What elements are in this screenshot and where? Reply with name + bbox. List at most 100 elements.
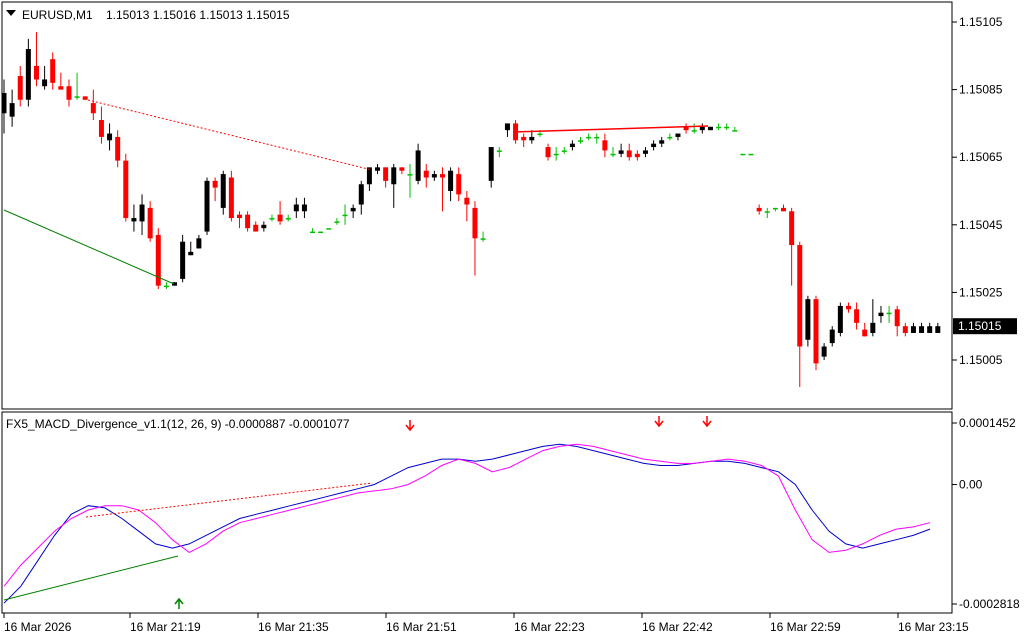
candle xyxy=(155,228,161,290)
candle xyxy=(626,143,632,161)
candle xyxy=(675,133,681,141)
macd-signal-line xyxy=(3,443,931,604)
candle xyxy=(870,299,876,337)
candle xyxy=(334,218,340,225)
candle xyxy=(98,106,104,144)
candle xyxy=(642,147,648,158)
candle xyxy=(464,191,470,222)
candle xyxy=(188,241,194,256)
candle xyxy=(269,214,275,222)
candle xyxy=(9,89,15,127)
indicator-frame[interactable] xyxy=(1,411,953,614)
candle xyxy=(886,305,892,323)
candle xyxy=(521,133,527,148)
candle xyxy=(163,282,169,290)
candle xyxy=(107,123,113,151)
time-label: 16 Mar 22:42 xyxy=(642,620,713,634)
candle xyxy=(910,322,916,333)
candle xyxy=(310,228,316,234)
candle xyxy=(253,221,259,232)
candle xyxy=(236,211,242,229)
price-label: 1.15085 xyxy=(959,83,1003,97)
buy-arrow-icon xyxy=(174,597,184,609)
symbol-label: EURUSD,M1 xyxy=(22,8,93,22)
candle xyxy=(553,147,559,161)
candle xyxy=(33,32,39,87)
candle xyxy=(123,153,129,222)
candle xyxy=(488,147,494,188)
candle xyxy=(220,170,226,215)
candle xyxy=(139,194,145,235)
candle xyxy=(667,133,673,141)
divergence-line-bullish xyxy=(3,209,175,285)
trendlines-layer xyxy=(3,99,709,285)
candle xyxy=(732,126,738,132)
main-chart-frame[interactable] xyxy=(1,1,953,410)
candle xyxy=(50,52,56,90)
current-price-label: 1.15015 xyxy=(958,319,1002,333)
candle xyxy=(480,231,486,242)
candle xyxy=(375,163,381,175)
candle xyxy=(634,150,640,161)
macd-main-line xyxy=(3,443,931,587)
candle xyxy=(431,170,437,181)
candle xyxy=(578,136,584,144)
candle xyxy=(586,133,592,141)
candle xyxy=(602,133,608,158)
candle xyxy=(772,207,778,212)
candle xyxy=(764,207,770,219)
candle xyxy=(245,211,251,232)
time-label: 16 Mar 22:59 xyxy=(770,620,841,634)
price-label: 1.15005 xyxy=(959,353,1003,367)
candle xyxy=(318,231,324,234)
candle xyxy=(448,167,454,202)
divergence-line-top xyxy=(512,125,709,133)
candle xyxy=(545,143,551,161)
candle xyxy=(439,167,445,212)
candle xyxy=(919,322,925,333)
macd-layer xyxy=(3,416,931,609)
symbol-dropdown-icon[interactable] xyxy=(6,10,16,16)
candle xyxy=(862,322,868,337)
candle xyxy=(172,282,178,286)
candle xyxy=(659,136,665,148)
candle xyxy=(196,234,202,249)
candle xyxy=(25,38,31,107)
candle xyxy=(212,177,218,202)
candle xyxy=(699,123,705,134)
candle xyxy=(707,126,713,131)
candle xyxy=(285,214,291,222)
candle xyxy=(180,234,186,283)
candle xyxy=(456,167,462,202)
candle xyxy=(82,96,88,100)
indicator-scale-label: 0.00 xyxy=(959,478,983,492)
candle xyxy=(342,204,348,225)
candle xyxy=(529,130,535,144)
candle xyxy=(74,72,80,100)
macd-divergence-line-bearish xyxy=(85,482,373,518)
candle xyxy=(504,123,510,137)
candle xyxy=(415,143,421,185)
time-label: 16 Mar 21:35 xyxy=(258,620,329,634)
time-label: 16 Mar 21:51 xyxy=(386,620,457,634)
ohlc-readout: 1.15013 1.15016 1.15013 1.15015 xyxy=(106,8,290,22)
divergence-line-bearish xyxy=(87,99,373,171)
candle xyxy=(391,163,397,208)
candle xyxy=(147,201,153,242)
candle xyxy=(927,322,933,333)
candle xyxy=(805,295,811,347)
candle xyxy=(90,89,96,121)
price-label: 1.15105 xyxy=(959,15,1003,29)
candle xyxy=(366,167,372,191)
time-label: 16 Mar 23:15 xyxy=(898,620,969,634)
candle xyxy=(399,167,405,175)
indicator-name: FX5_MACD_Divergence_v1.1(12, 26, 9) -0.0… xyxy=(6,417,350,431)
price-label: 1.15065 xyxy=(959,150,1003,164)
candle xyxy=(618,143,624,158)
candle xyxy=(569,140,575,151)
candle xyxy=(813,295,819,371)
candle xyxy=(789,207,795,286)
candle xyxy=(878,305,884,323)
candle xyxy=(781,204,787,212)
